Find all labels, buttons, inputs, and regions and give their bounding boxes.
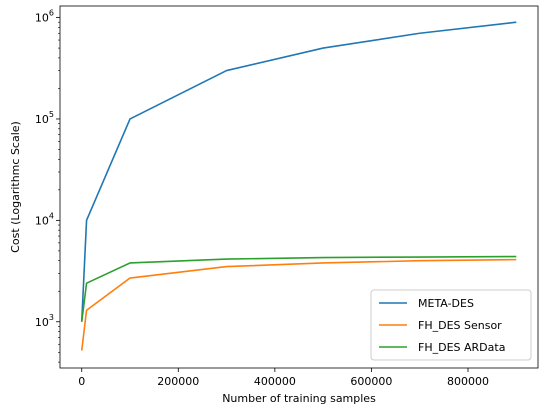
series-line-3 <box>80 255 517 322</box>
y-tick-label: 103 <box>35 313 54 329</box>
legend: META-DES FH_DES Sensor FH_DES ARData <box>370 289 532 361</box>
series-layer <box>80 21 517 351</box>
y-axis: 103 104 105 106 <box>35 9 60 363</box>
legend-box <box>370 289 532 361</box>
x-tick-label: 600000 <box>350 375 392 388</box>
x-axis-label: Number of training samples <box>222 392 376 405</box>
x-tick-label: 200000 <box>157 375 199 388</box>
y-tick-label: 104 <box>35 211 54 227</box>
x-tick-label: 800000 <box>447 375 489 388</box>
plot-frame <box>59 5 539 369</box>
y-axis-label: Cost (Logarithmc Scale) <box>9 121 22 253</box>
legend-label: FH_DES Sensor <box>418 319 502 332</box>
x-axis: 0 200000 400000 600000 800000 <box>78 368 489 388</box>
x-tick-label: 0 <box>78 375 85 388</box>
series-line-2 <box>80 258 517 351</box>
series-line-1 <box>80 21 517 322</box>
y-tick-label: 105 <box>35 110 54 126</box>
legend-label: FH_DES ARData <box>418 341 505 354</box>
y-tick-label: 106 <box>35 9 54 25</box>
legend-label: META-DES <box>418 297 474 310</box>
x-tick-label: 400000 <box>254 375 296 388</box>
